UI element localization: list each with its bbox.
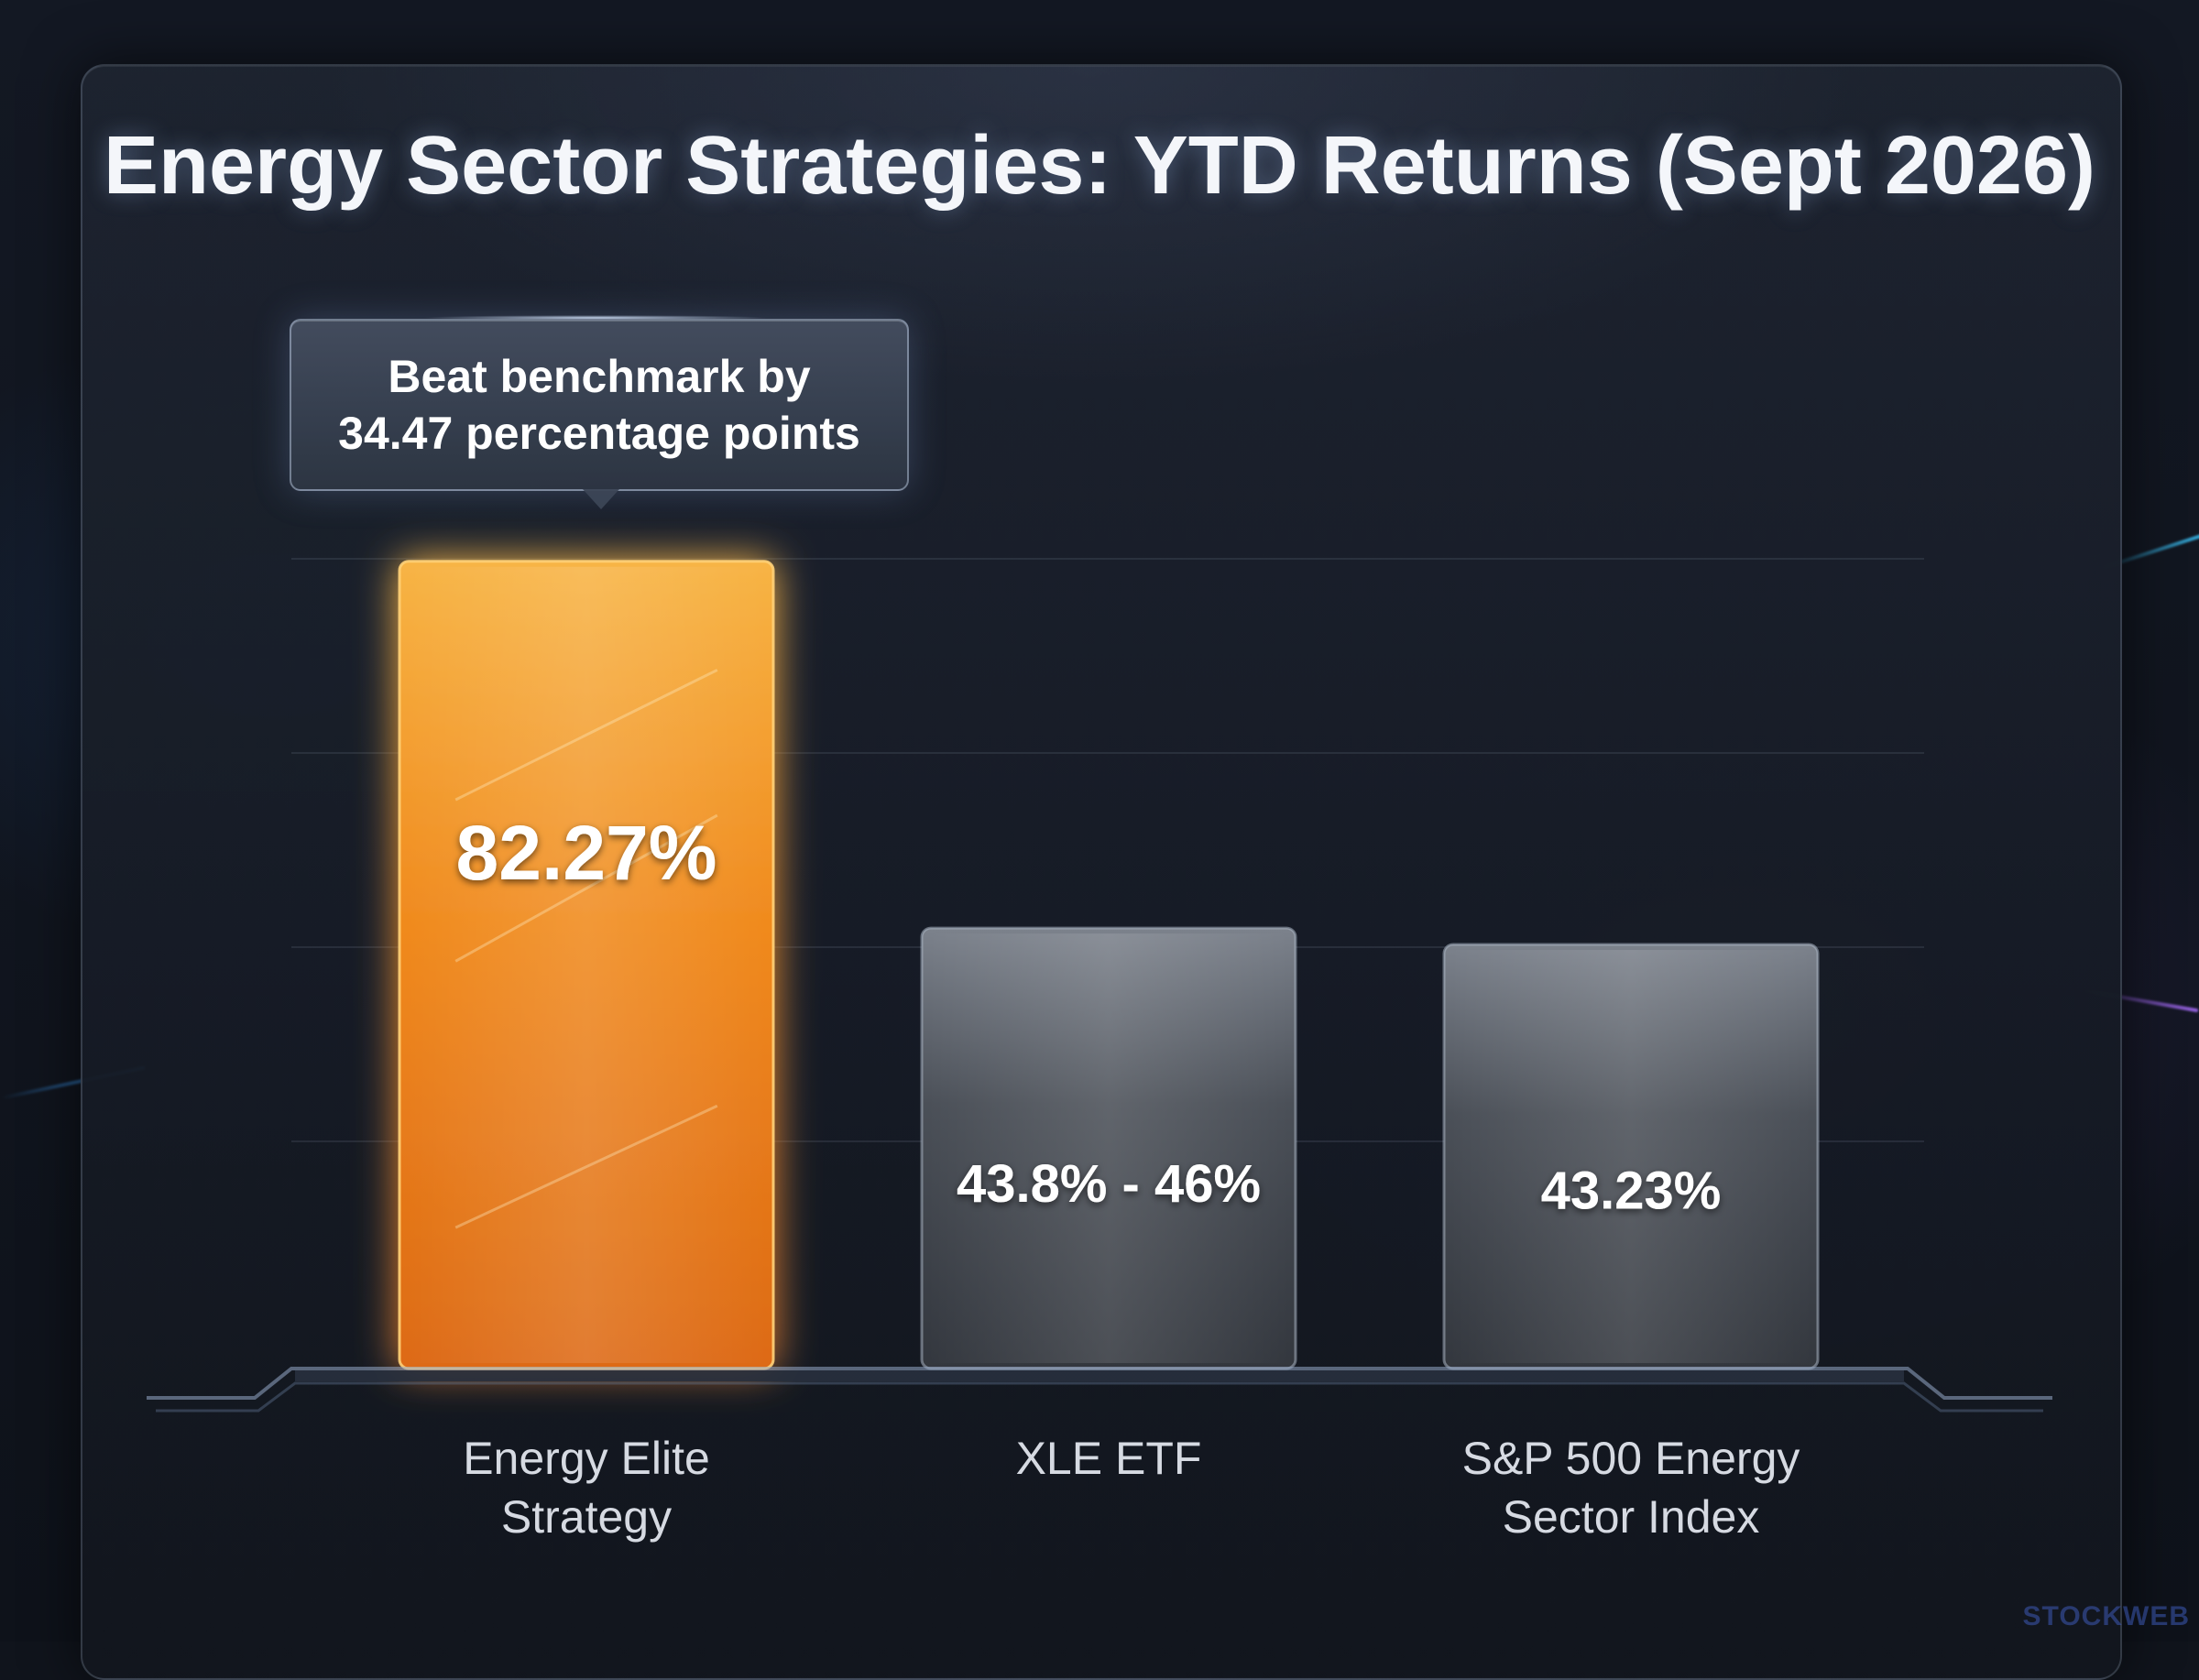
category-label-2: XLE ETF [870, 1429, 1347, 1488]
bar-streak-2 [454, 813, 718, 963]
category-label-1: Energy Elite Strategy [348, 1429, 825, 1546]
value-labels: 82.27% 43.8% - 46% 43.23% [456, 810, 1722, 1220]
category-label-3: S&P 500 Energy Sector Index [1393, 1429, 1869, 1546]
bar-sheen-1 [405, 566, 768, 1363]
bar-3 [1442, 943, 1820, 1370]
annotation-line-1: Beat benchmark by [388, 351, 811, 402]
value-label-1: 82.27% [456, 810, 717, 896]
annotation-line-2: 34.47 percentage points [338, 408, 860, 459]
bar-sheen-3 [1450, 949, 1812, 1363]
bar-streak-3 [454, 1104, 718, 1229]
bar-streak-1 [454, 669, 718, 802]
category-label-2-line-1: XLE ETF [1015, 1433, 1202, 1484]
value-label-2: 43.8% - 46% [957, 1154, 1261, 1214]
bar-2 [920, 926, 1297, 1370]
bar-chart: 82.27% 43.8% - 46% 43.23% [147, 558, 2052, 1413]
watermark: STOCKWEB [2022, 1601, 2190, 1631]
baseline-platform [147, 1367, 2052, 1413]
value-label-3: 43.23% [1541, 1162, 1722, 1221]
category-label-1-line-2: Strategy [500, 1491, 673, 1543]
callout-glow [421, 315, 770, 321]
category-label-1-line-1: Energy Elite [463, 1433, 710, 1484]
callout-pointer [583, 489, 619, 509]
bar-sheen-2 [927, 933, 1290, 1363]
bar-1 [398, 560, 775, 1370]
bars [398, 560, 1820, 1370]
annotation-callout: Beat benchmark by 34.47 percentage point… [290, 319, 909, 491]
category-label-3-line-1: S&P 500 Energy [1461, 1433, 1800, 1484]
chart-title: Energy Sector Strategies: YTD Returns (S… [103, 120, 2096, 212]
category-label-3-line-2: Sector Index [1502, 1491, 1760, 1543]
